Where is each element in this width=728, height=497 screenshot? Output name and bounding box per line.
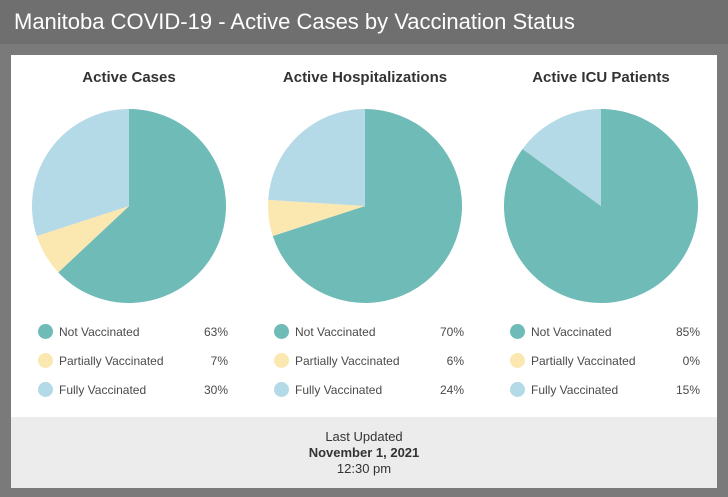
last-updated-date: November 1, 2021 (308, 445, 420, 460)
legend-value: 6% (446, 354, 464, 368)
dashboard-title: Manitoba COVID-19 - Active Cases by Vacc… (0, 0, 728, 44)
legend-swatch-icon (510, 324, 525, 339)
legend-active-hospitalizations: Not Vaccinated 70% Partially Vaccinated 6% F… (274, 319, 464, 406)
legend-label: Fully Vaccinated (295, 383, 383, 397)
legend-label: Not Vaccinated (531, 325, 612, 339)
chart-title: Active Cases (82, 69, 176, 86)
pie-chart-active-cases (32, 109, 227, 303)
legend-swatch-icon (274, 382, 289, 397)
legend-value: 63% (203, 325, 228, 339)
legend-label: Partially Vaccinated (295, 354, 400, 368)
legend-label: Partially Vaccinated (59, 354, 164, 368)
chart-column-active-icu-patients: Active ICU Patients Not Vaccinated 85% Par… (483, 55, 719, 417)
legend-swatch-icon (510, 382, 525, 397)
chart-column-active-cases: Active Cases Not Vaccinated 63% Partially … (11, 55, 247, 417)
last-updated-time: 12:30 pm (336, 461, 392, 476)
legend-value: 85% (675, 325, 700, 339)
pie-chart-active-hospitalizations (267, 109, 463, 303)
legend-label: Partially Vaccinated (531, 354, 636, 368)
pie-chart-active-icu-patients (504, 109, 699, 303)
chart-title: Active Hospitalizations (282, 69, 448, 86)
legend-item-partially-vaccinated: Partially Vaccinated 0% (510, 348, 700, 377)
last-updated-footer: Last Updated November 1, 2021 12:30 pm (11, 417, 717, 488)
legend-item-fully-vaccinated: Fully Vaccinated 24% (274, 377, 464, 406)
legend-active-cases: Not Vaccinated 63% Partially Vaccinated 7% F… (38, 319, 228, 406)
legend-swatch-icon (274, 324, 289, 339)
legend-item-partially-vaccinated: Partially Vaccinated 6% (274, 348, 464, 377)
pie-slice-not-vaccinated (58, 109, 227, 303)
last-updated-label: Last Updated (325, 429, 403, 444)
legend-swatch-icon (38, 353, 53, 368)
legend-item-fully-vaccinated: Fully Vaccinated 15% (510, 377, 700, 406)
legend-value: 70% (439, 325, 464, 339)
legend-item-not-vaccinated: Not Vaccinated 70% (274, 319, 464, 348)
legend-value: 24% (439, 383, 464, 397)
legend-value: 30% (203, 383, 228, 397)
legend-value: 15% (675, 383, 700, 397)
legend-swatch-icon (38, 382, 53, 397)
pie-slice-partially-vaccinated (36, 206, 129, 273)
legend-swatch-icon (38, 324, 53, 339)
legend-swatch-icon (274, 353, 289, 368)
legend-label: Fully Vaccinated (59, 383, 147, 397)
legend-label: Fully Vaccinated (531, 383, 619, 397)
chart-column-active-hospitalizations: Active Hospitalizations Not Vaccinated 70… (247, 55, 483, 417)
legend-item-not-vaccinated: Not Vaccinated 63% (38, 319, 228, 348)
legend-value: 0% (682, 354, 700, 368)
pie-slice-fully-vaccinated (522, 109, 601, 206)
pie-slice-not-vaccinated (504, 109, 699, 303)
chart-title: Active ICU Patients (532, 69, 670, 86)
pie-slice-not-vaccinated (272, 109, 463, 303)
legend-value: 7% (210, 354, 228, 368)
legend-item-fully-vaccinated: Fully Vaccinated 30% (38, 377, 228, 406)
legend-active-icu-patients: Not Vaccinated 85% Partially Vaccinated 0% F… (510, 319, 700, 406)
legend-item-not-vaccinated: Not Vaccinated 85% (510, 319, 700, 348)
pie-slice-partially-vaccinated (267, 199, 365, 236)
pie-slice-fully-vaccinated (268, 109, 365, 206)
legend-item-partially-vaccinated: Partially Vaccinated 7% (38, 348, 228, 377)
legend-label: Not Vaccinated (295, 325, 376, 339)
legend-swatch-icon (510, 353, 525, 368)
charts-panel: Active Cases Not Vaccinated 63% Partially … (11, 55, 717, 417)
legend-label: Not Vaccinated (59, 325, 140, 339)
pie-slice-fully-vaccinated (32, 109, 130, 236)
